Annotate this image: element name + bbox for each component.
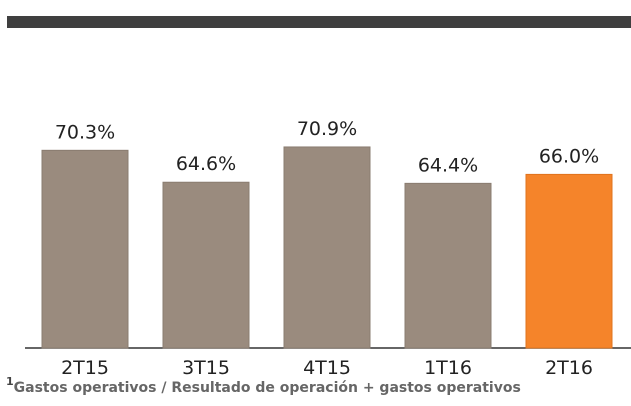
x-tick-label-1T16: 1T16 (424, 357, 472, 377)
bar-2T15 (41, 149, 129, 349)
x-tick-label-2T15: 2T15 (61, 357, 109, 377)
header-band (7, 16, 631, 28)
bar-chart: 70.3% 2T15 64.6% 3T15 70.9% 4T15 64.4% 1T16 66.0… (25, 118, 631, 377)
data-label-3T15: 64.6% (176, 153, 236, 175)
data-label-1T16: 64.4% (418, 154, 478, 176)
bar-1T16 (404, 182, 492, 349)
data-label-4T15: 70.9% (297, 118, 357, 140)
x-tick-label-2T16: 2T16 (545, 357, 593, 377)
bar-2T16 (525, 173, 613, 349)
footnote-text: Gastos operativos / Resultado de operaci… (13, 380, 521, 396)
x-tick-label-4T15: 4T15 (303, 357, 351, 377)
x-tick-label-3T15: 3T15 (182, 357, 230, 377)
data-label-2T15: 70.3% (55, 121, 115, 143)
data-label-2T16: 66.0% (539, 145, 599, 167)
bar-3T15 (162, 181, 250, 349)
footnote-marker: 1 (6, 375, 14, 388)
bar-4T15 (283, 146, 371, 349)
footnote: 1Gastos operativos / Resultado de operac… (6, 375, 631, 396)
